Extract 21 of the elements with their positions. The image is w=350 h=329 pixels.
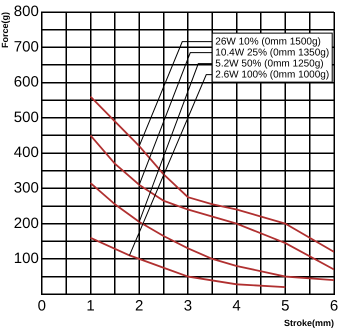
x-tick-label: 6: [330, 297, 338, 314]
x-tick-label: 3: [184, 297, 192, 314]
text: 5.2W 50% (0mm 1250g): [215, 58, 324, 70]
y-tick-label: 300: [14, 180, 39, 197]
y-tick-label: 400: [14, 144, 39, 162]
y-tick-label: 200: [14, 214, 39, 232]
x-tick-label: 5: [281, 297, 290, 314]
x-axis-title: Stroke(mm): [284, 318, 334, 328]
text: 2.6W 100% (0mm 1000g): [215, 69, 330, 80]
x-tick-label: 1: [86, 297, 95, 314]
y-axis-title: Force(g): [0, 12, 10, 48]
x-tick-label: 4: [232, 297, 241, 314]
x-tick-label: 0: [38, 297, 46, 314]
text: 26W 10% (0mm 1500g): [215, 36, 321, 48]
y-tick-label: 100: [14, 250, 39, 268]
y-tick-label: 500: [14, 108, 39, 126]
x-tick-label: 2: [135, 297, 144, 314]
y-tick-label: 600: [14, 74, 39, 91]
text: 10.4W 25% (0mm 1350g): [215, 47, 330, 58]
y-tick-label: 800: [14, 3, 39, 20]
y-tick-label: 700: [14, 38, 39, 56]
